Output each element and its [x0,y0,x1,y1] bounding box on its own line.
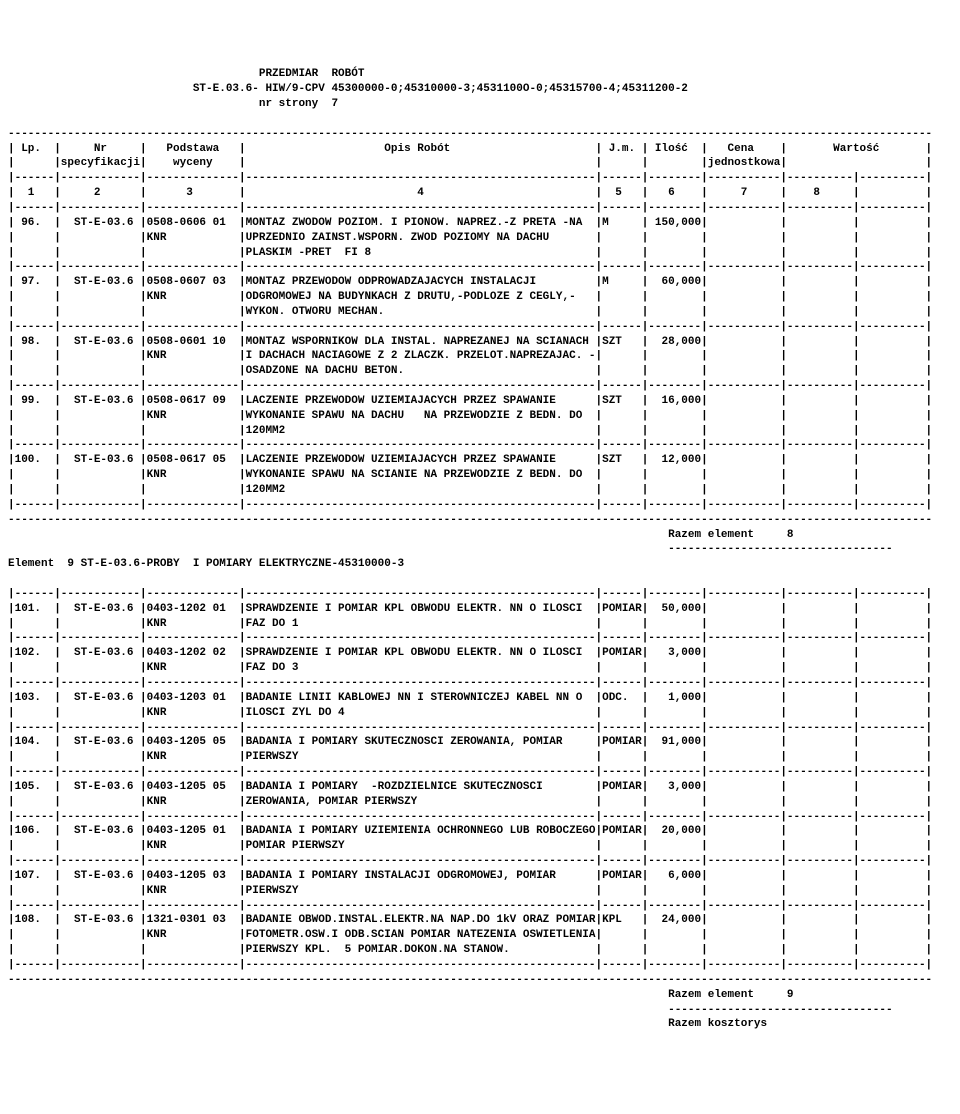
document-page: PRZEDMIAR ROBÓT ST-E.03.6- HIW/9-CPV 453… [8,67,952,1032]
